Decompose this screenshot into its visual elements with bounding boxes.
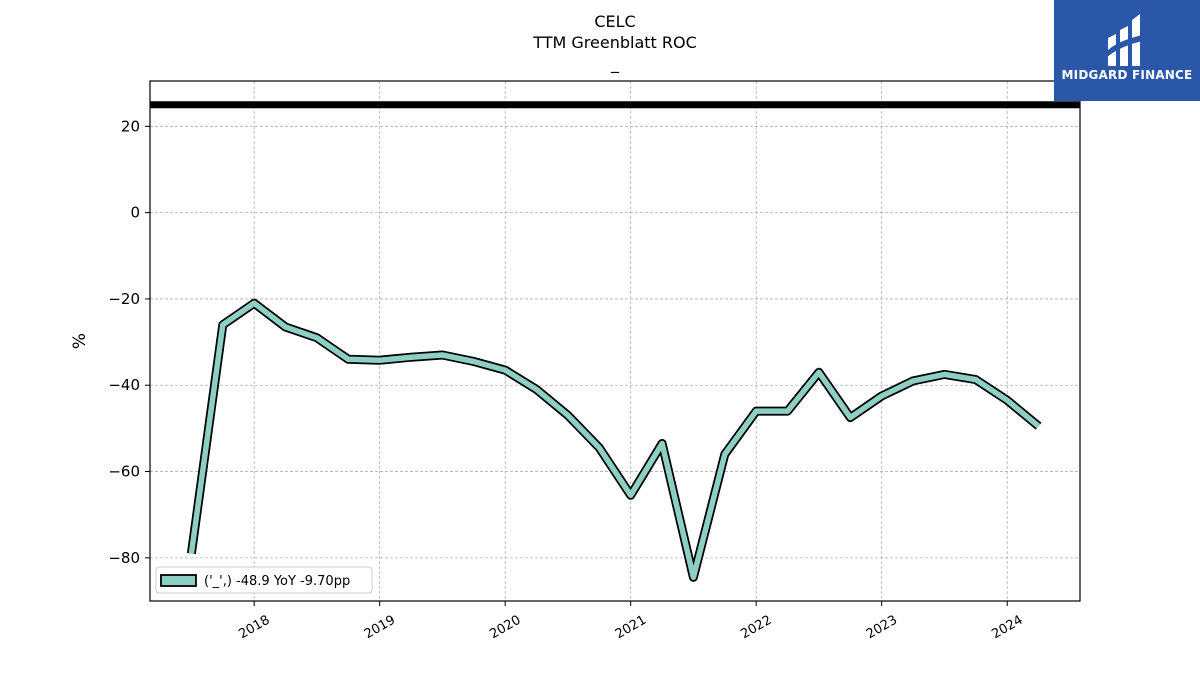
legend-label: ('_',) -48.9 YoY -9.70pp [204,574,350,589]
logo-text: MIDGARD FINANCE [1061,68,1193,82]
series-line [188,300,1041,581]
y-axis-label: % [70,333,90,349]
logo-mark-icon [1106,14,1146,66]
y-tick-label: −20 [108,290,140,308]
grid [150,81,1080,601]
legend-swatch [160,574,197,587]
y-tick-label: −40 [108,376,140,394]
y-tick-label: −80 [108,549,140,567]
y-tick-label: −60 [108,463,140,481]
x-tick-label: 2018 [236,613,272,643]
series-line-outline [186,298,1042,582]
x-tick-label: 2024 [989,613,1025,643]
x-tick-label: 2019 [362,613,398,643]
x-tick-label: 2022 [738,613,774,643]
legend: ('_',) -48.9 YoY -9.70pp [155,566,373,594]
legend-box [155,566,373,594]
x-tick-label: 2023 [864,613,900,643]
y-tick-label: 20 [121,117,140,135]
x-tick-label: 2021 [613,613,649,643]
x-axis: 2018 2019 2020 2021 2022 2023 2024 [236,601,1026,643]
midgard-finance-logo: MIDGARD FINANCE [1054,0,1200,101]
series-group [186,298,1042,582]
y-tick-label: 0 [130,204,140,222]
plot-frame [149,80,1081,602]
chart-title-line-3: _ [610,54,620,74]
chart-title-line-2: TTM Greenblatt ROC [532,33,697,52]
x-tick-label: 2020 [487,613,523,643]
chart-title-line-1: CELC [594,12,635,31]
y-axis: 20 0 −20 −40 −60 −80 [108,117,150,567]
